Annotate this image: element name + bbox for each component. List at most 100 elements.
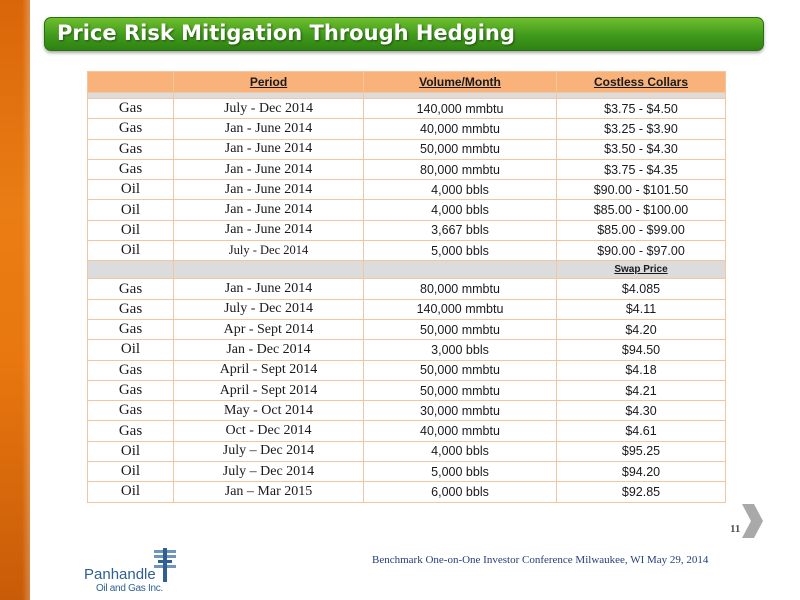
- period-cell: July – Dec 2014: [173, 440, 364, 463]
- table-row: Oil July – Dec 2014 4,000 bbls $95.25: [87, 440, 726, 463]
- commodity-type: Gas: [87, 118, 174, 140]
- price-cell: $3.75 - $4.35: [556, 158, 726, 181]
- volume-cell: 4,000 bbls: [363, 440, 557, 463]
- header-collars: Costless Collars: [556, 71, 726, 93]
- commodity-type: Gas: [87, 379, 174, 402]
- period-cell: Apr - Sept 2014: [173, 318, 364, 341]
- volume-cell: 3,667 bbls: [363, 219, 557, 242]
- price-cell: $3.75 - $4.50: [556, 97, 726, 120]
- header-period: Period: [173, 71, 364, 93]
- period-cell: Jan - June 2014: [173, 219, 364, 242]
- table-row: Gas July - Dec 2014 140,000 mmbtu $4.11: [87, 298, 726, 320]
- price-cell: $4.21: [556, 379, 726, 402]
- period-cell: Jan - June 2014: [173, 179, 364, 201]
- volume-cell: 6,000 bbls: [363, 481, 557, 503]
- volume-cell: 140,000 mmbtu: [363, 298, 557, 320]
- period-cell: Oct - Dec 2014: [173, 420, 364, 442]
- table-row: Oil Jan - June 2014 4,000 bbls $90.00 - $10…: [87, 179, 726, 201]
- commodity-type: Gas: [87, 359, 174, 381]
- volume-cell: 80,000 mmbtu: [363, 158, 557, 181]
- price-cell: $4.30: [556, 400, 726, 422]
- commodity-type: Oil: [87, 199, 174, 221]
- volume-cell: 50,000 mmbtu: [363, 318, 557, 341]
- table-row: Gas Apr - Sept 2014 50,000 mmbtu $4.20: [87, 318, 726, 341]
- commodity-type: Gas: [87, 400, 174, 422]
- commodity-type: Oil: [87, 240, 174, 262]
- table-row: Oil Jan - June 2014 4,000 bbls $85.00 - $10…: [87, 199, 726, 221]
- price-cell: $4.085: [556, 278, 726, 300]
- price-cell: $4.61: [556, 420, 726, 442]
- price-cell: $92.85: [556, 481, 726, 503]
- commodity-type: Gas: [87, 138, 174, 160]
- price-cell: $4.20: [556, 318, 726, 341]
- logo-subtitle: Oil and Gas Inc.: [96, 583, 163, 594]
- commodity-type: Gas: [87, 420, 174, 442]
- volume-cell: 50,000 mmbtu: [363, 379, 557, 402]
- commodity-type: Oil: [87, 219, 174, 242]
- period-cell: April - Sept 2014: [173, 359, 364, 381]
- logo-name: Panhandle: [84, 566, 156, 583]
- price-cell: $94.50: [556, 339, 726, 361]
- chevron-right-icon[interactable]: [738, 502, 764, 540]
- commodity-type: Oil: [87, 339, 174, 361]
- price-cell: $94.20: [556, 461, 726, 483]
- price-cell: $3.50 - $4.30: [556, 138, 726, 160]
- volume-cell: 50,000 mmbtu: [363, 359, 557, 381]
- title-banner: Price Risk Mitigation Through Hedging: [44, 17, 764, 51]
- volume-cell: 40,000 mmbtu: [363, 420, 557, 442]
- price-cell: $4.18: [556, 359, 726, 381]
- price-cell: $95.25: [556, 440, 726, 463]
- table-row: Oil July - Dec 2014 5,000 bbls $90.00 - $97…: [87, 240, 726, 262]
- period-cell: Jan - June 2014: [173, 199, 364, 221]
- table-row: Oil Jan - Dec 2014 3,000 bbls $94.50: [87, 339, 726, 361]
- volume-cell: 140,000 mmbtu: [363, 97, 557, 120]
- period-cell: July - Dec 2014: [173, 240, 364, 262]
- period-cell: April - Sept 2014: [173, 379, 364, 402]
- table-row: Gas May - Oct 2014 30,000 mmbtu $4.30: [87, 400, 726, 422]
- table-row: Gas Jan - June 2014 80,000 mmbtu $4.085: [87, 278, 726, 300]
- commodity-type: Gas: [87, 318, 174, 341]
- period-cell: July - Dec 2014: [173, 97, 364, 120]
- period-cell: Jan - June 2014: [173, 278, 364, 300]
- period-cell: Jan - June 2014: [173, 118, 364, 140]
- price-cell: $3.25 - $3.90: [556, 118, 726, 140]
- header-swap-price: Swap Price: [556, 260, 726, 280]
- commodity-type: Gas: [87, 278, 174, 300]
- table-row: Oil Jan – Mar 2015 6,000 bbls $92.85: [87, 481, 726, 503]
- table-row: Gas Jan - June 2014 50,000 mmbtu $3.50 - $4…: [87, 138, 726, 160]
- table-row: Gas Oct - Dec 2014 40,000 mmbtu $4.61: [87, 420, 726, 442]
- period-cell: July - Dec 2014: [173, 298, 364, 320]
- panhandle-logo-mark: [154, 548, 176, 582]
- page-number: 11: [730, 523, 741, 535]
- commodity-type: Gas: [87, 298, 174, 320]
- volume-cell: 4,000 bbls: [363, 199, 557, 221]
- commodity-type: Oil: [87, 481, 174, 503]
- table-row: Gas Jan - June 2014 80,000 mmbtu $3.75 - $4…: [87, 158, 726, 181]
- table-row: Oil Jan - June 2014 3,667 bbls $85.00 - $99…: [87, 219, 726, 242]
- price-cell: $85.00 - $100.00: [556, 199, 726, 221]
- commodity-type: Oil: [87, 440, 174, 463]
- hedging-table: Period Volume/Month Costless Collars Gas…: [87, 71, 726, 503]
- volume-cell: 5,000 bbls: [363, 240, 557, 262]
- table-row: Gas July - Dec 2014 140,000 mmbtu $3.75 - $…: [87, 97, 726, 120]
- period-cell: Jan - Dec 2014: [173, 339, 364, 361]
- volume-cell: 50,000 mmbtu: [363, 138, 557, 160]
- price-cell: $90.00 - $101.50: [556, 179, 726, 201]
- left-accent-highlight: [22, 0, 30, 600]
- volume-cell: 30,000 mmbtu: [363, 400, 557, 422]
- price-cell: $4.11: [556, 298, 726, 320]
- table-header-row: Period Volume/Month Costless Collars: [87, 71, 726, 93]
- period-cell: Jan - June 2014: [173, 138, 364, 160]
- period-cell: Jan - June 2014: [173, 158, 364, 181]
- volume-cell: 40,000 mmbtu: [363, 118, 557, 140]
- table-row: Gas April - Sept 2014 50,000 mmbtu $4.18: [87, 359, 726, 381]
- commodity-type: Oil: [87, 179, 174, 201]
- commodity-type: Gas: [87, 97, 174, 120]
- table-row: Gas Jan - June 2014 40,000 mmbtu $3.25 - $3…: [87, 118, 726, 140]
- price-cell: $85.00 - $99.00: [556, 219, 726, 242]
- period-cell: July – Dec 2014: [173, 461, 364, 483]
- table-row: Oil July – Dec 2014 5,000 bbls $94.20: [87, 461, 726, 483]
- price-cell: $90.00 - $97.00: [556, 240, 726, 262]
- commodity-type: Oil: [87, 461, 174, 483]
- footer-conference-text: Benchmark One-on-One Investor Conference…: [372, 554, 709, 566]
